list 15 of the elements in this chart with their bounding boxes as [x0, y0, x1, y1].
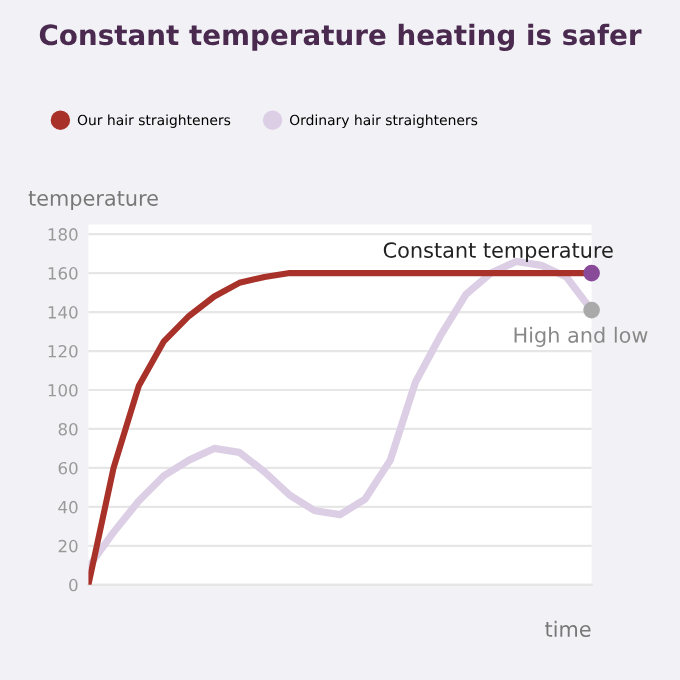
y-tick-label: 180: [48, 228, 78, 241]
y-tick-label: 100: [48, 383, 78, 397]
y-tick-label: 80: [58, 422, 78, 436]
y-tick-label: 40: [58, 500, 78, 514]
annotation: Constant temperature: [383, 242, 613, 262]
chart-title: Constant temperature heating is safer: [39, 23, 642, 51]
y-tick-label: 160: [48, 267, 78, 280]
y-tick-label: 140: [48, 306, 78, 319]
y-tick-label: 60: [58, 461, 78, 475]
y-tick-label: 0: [69, 578, 78, 592]
annotation: High and low: [514, 326, 648, 347]
y-tick-label: 120: [48, 344, 78, 358]
y-axis-title: temperature: [28, 191, 158, 210]
y-tick-label: 20: [58, 539, 78, 553]
x-axis-title: time: [545, 620, 591, 637]
